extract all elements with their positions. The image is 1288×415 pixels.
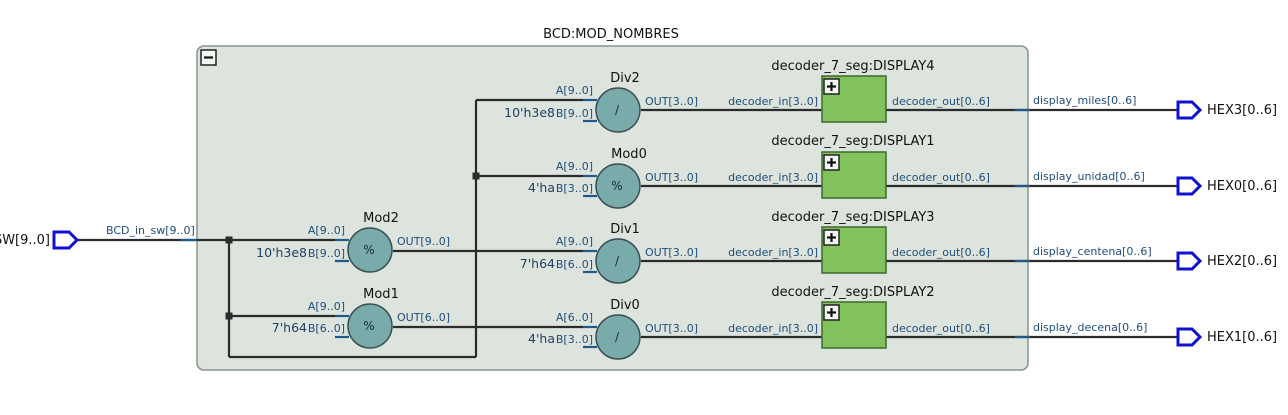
const-label: 10'h3e8 bbox=[504, 105, 555, 120]
net-label-bcd-in-sw: BCD_in_sw[9..0] bbox=[106, 224, 195, 237]
plus-box-icon[interactable] bbox=[823, 304, 840, 321]
net-label: display_centena[0..6] bbox=[1033, 245, 1152, 258]
port-a-label: A[6..0] bbox=[556, 311, 593, 324]
operator-symbol: / bbox=[615, 254, 620, 268]
output-pin-icon bbox=[1176, 251, 1203, 271]
output-pin-label: HEX3[0..6] bbox=[1207, 103, 1277, 118]
port-out-label: OUT[3..0] bbox=[645, 171, 698, 184]
operator-symbol: / bbox=[615, 103, 620, 117]
output-pin-label: HEX0[0..6] bbox=[1207, 179, 1277, 194]
operator-name: Div0 bbox=[610, 298, 640, 313]
port-a-label: A[9..0] bbox=[308, 224, 345, 237]
port-in-label: decoder_in[3..0] bbox=[728, 246, 818, 259]
plus-box-icon[interactable] bbox=[823, 78, 840, 95]
operator-name: Mod0 bbox=[611, 147, 647, 162]
output-hex1[interactable]: display_decena[0..6] HEX1[0..6] bbox=[1033, 321, 1277, 347]
input-pin-sw[interactable]: SW[9..0] bbox=[0, 230, 80, 250]
port-a-label: A[9..0] bbox=[556, 84, 593, 97]
instance-name: decoder_7_seg:DISPLAY2 bbox=[771, 285, 934, 300]
wires bbox=[78, 98, 1177, 359]
output-pin-label: HEX2[0..6] bbox=[1207, 254, 1277, 269]
operator-div1[interactable]: Div1 A[9..0] 7'h64 B[6..0] / OUT[3..0] bbox=[520, 222, 698, 284]
port-a-label: A[9..0] bbox=[308, 300, 345, 313]
decoder-display3[interactable]: decoder_7_seg:DISPLAY3 decoder_in[3..0] … bbox=[728, 210, 990, 274]
port-out-label: decoder_out[0..6] bbox=[892, 95, 990, 108]
port-out-label: OUT[3..0] bbox=[645, 322, 698, 335]
operator-symbol: % bbox=[363, 319, 374, 333]
port-out-label: decoder_out[0..6] bbox=[892, 322, 990, 335]
operator-name: Mod1 bbox=[363, 287, 399, 302]
operator-mod1[interactable]: Mod1 A[9..0] 7'h64 B[6..0] % OUT[6..0] bbox=[272, 287, 450, 349]
output-pin-icon bbox=[1176, 327, 1203, 347]
port-out-label: OUT[3..0] bbox=[645, 246, 698, 259]
port-in-label: decoder_in[3..0] bbox=[728, 95, 818, 108]
port-b-label: B[9..0] bbox=[556, 107, 593, 120]
operator-name: Mod2 bbox=[363, 211, 399, 226]
port-out-label: decoder_out[0..6] bbox=[892, 171, 990, 184]
net-label: display_miles[0..6] bbox=[1033, 94, 1136, 107]
operator-name: Div1 bbox=[610, 222, 640, 237]
port-b-label: B[6..0] bbox=[308, 322, 345, 335]
net-label: display_decena[0..6] bbox=[1033, 321, 1147, 334]
port-b-label: B[9..0] bbox=[308, 247, 345, 260]
input-pin-icon bbox=[52, 230, 80, 250]
net-label: display_unidad[0..6] bbox=[1033, 170, 1145, 183]
operator-name: Div2 bbox=[610, 71, 640, 86]
const-label: 4'ha bbox=[528, 331, 555, 346]
operator-body bbox=[595, 87, 641, 133]
port-b-label: B[3..0] bbox=[556, 182, 593, 195]
plus-box-icon[interactable] bbox=[823, 154, 840, 171]
port-stubs bbox=[180, 98, 1030, 349]
port-in-label: decoder_in[3..0] bbox=[728, 171, 818, 184]
operator-symbol: % bbox=[611, 179, 622, 193]
decoder-display4[interactable]: decoder_7_seg:DISPLAY4 decoder_in[3..0] … bbox=[728, 59, 990, 123]
operator-div0[interactable]: Div0 A[6..0] 4'ha B[3..0] / OUT[3..0] bbox=[528, 298, 698, 360]
operator-body bbox=[347, 303, 393, 349]
module-title: BCD:MOD_NOMBRES bbox=[543, 27, 679, 42]
operator-body bbox=[595, 238, 641, 284]
port-b-label: B[3..0] bbox=[556, 333, 593, 346]
port-b-label: B[6..0] bbox=[556, 258, 593, 271]
port-a-label: A[9..0] bbox=[556, 160, 593, 173]
minus-box-icon[interactable] bbox=[200, 49, 217, 66]
instance-name: decoder_7_seg:DISPLAY3 bbox=[771, 210, 934, 225]
const-label: 7'h64 bbox=[520, 256, 555, 271]
operator-symbol: / bbox=[615, 330, 620, 344]
output-hex3[interactable]: display_miles[0..6] HEX3[0..6] bbox=[1033, 94, 1277, 120]
operator-mod2[interactable]: Mod2 A[9..0] 10'h3e8 B[9..0] % OUT[9..0] bbox=[256, 211, 450, 273]
plus-box-icon[interactable] bbox=[823, 229, 840, 246]
output-pin-label: HEX1[0..6] bbox=[1207, 330, 1277, 345]
const-label: 7'h64 bbox=[272, 320, 307, 335]
operator-symbol: % bbox=[363, 243, 374, 257]
port-a-label: A[9..0] bbox=[556, 235, 593, 248]
port-out-label: decoder_out[0..6] bbox=[892, 246, 990, 259]
decoder-display2[interactable]: decoder_7_seg:DISPLAY2 decoder_in[3..0] … bbox=[728, 285, 990, 349]
output-pin-icon bbox=[1176, 176, 1203, 196]
operator-body bbox=[347, 227, 393, 273]
instance-name: decoder_7_seg:DISPLAY1 bbox=[771, 134, 934, 149]
instance-name: decoder_7_seg:DISPLAY4 bbox=[771, 59, 934, 74]
const-label: 10'h3e8 bbox=[256, 245, 307, 260]
port-out-label: OUT[9..0] bbox=[397, 235, 450, 248]
operator-mod0[interactable]: Mod0 A[9..0] 4'ha B[3..0] % OUT[3..0] bbox=[528, 147, 698, 209]
operator-div2[interactable]: Div2 A[9..0] 10'h3e8 B[9..0] / OUT[3..0] bbox=[504, 71, 698, 133]
output-hex0[interactable]: display_unidad[0..6] HEX0[0..6] bbox=[1033, 170, 1277, 196]
operator-body bbox=[595, 163, 641, 209]
const-label: 4'ha bbox=[528, 180, 555, 195]
port-in-label: decoder_in[3..0] bbox=[728, 322, 818, 335]
port-out-label: OUT[3..0] bbox=[645, 95, 698, 108]
input-pin-label: SW[9..0] bbox=[0, 233, 50, 248]
output-pin-icon bbox=[1176, 100, 1203, 120]
port-out-label: OUT[6..0] bbox=[397, 311, 450, 324]
output-hex2[interactable]: display_centena[0..6] HEX2[0..6] bbox=[1033, 245, 1277, 271]
decoder-display1[interactable]: decoder_7_seg:DISPLAY1 decoder_in[3..0] … bbox=[728, 134, 990, 199]
operator-body bbox=[595, 314, 641, 360]
